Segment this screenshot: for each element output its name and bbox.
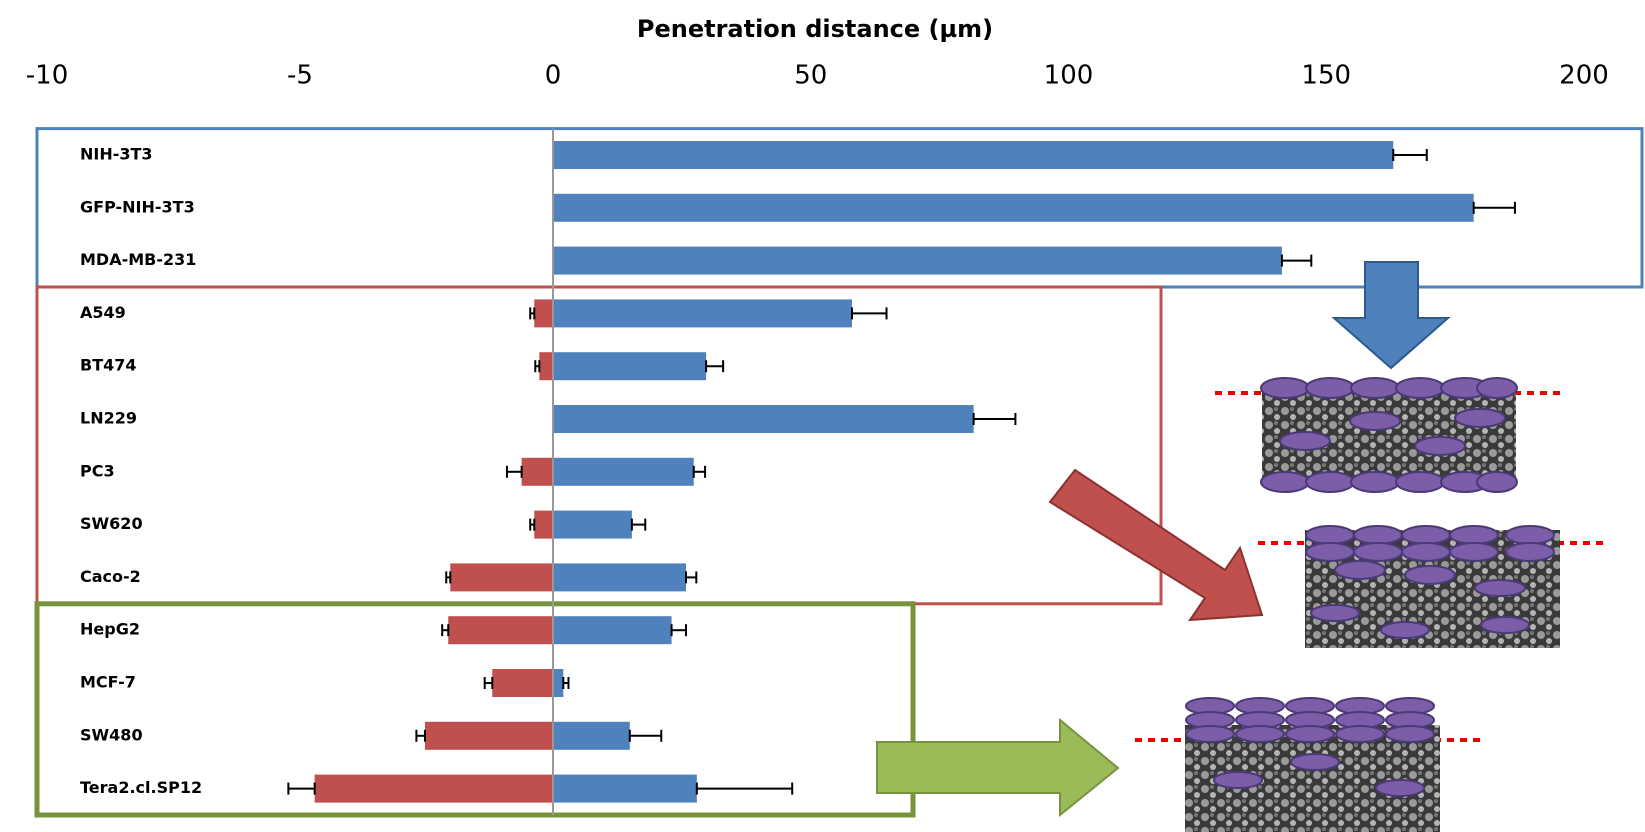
bar <box>553 563 686 592</box>
category-label: SW620 <box>80 514 143 533</box>
error-bar <box>695 782 794 795</box>
illustration <box>876 261 1605 832</box>
error-bar <box>670 624 687 637</box>
error-bar <box>562 677 570 689</box>
group-box <box>35 285 1163 606</box>
error-bar <box>1280 254 1313 267</box>
error-bar <box>445 571 452 584</box>
bar <box>424 721 553 750</box>
error-bar <box>628 729 663 742</box>
x-tick-label: 0 <box>545 61 562 91</box>
x-tick-label: 200 <box>1559 61 1609 91</box>
error-bar <box>972 413 1017 425</box>
bar <box>492 669 553 697</box>
bar <box>553 721 630 750</box>
bar <box>553 405 974 433</box>
group-box <box>34 601 916 818</box>
bar <box>553 352 707 381</box>
bar <box>553 774 697 803</box>
arrow <box>1331 261 1451 370</box>
error-bar <box>1472 201 1516 214</box>
bar <box>448 616 553 645</box>
error-bar <box>505 465 523 478</box>
arrow <box>1048 468 1264 622</box>
cell-block <box>1215 377 1560 493</box>
bar <box>553 246 1282 275</box>
error-bar <box>441 624 450 637</box>
category-label: SW480 <box>80 725 143 744</box>
bar <box>521 457 553 486</box>
arrow <box>876 717 1120 818</box>
error-bar <box>529 518 536 531</box>
bar <box>534 299 553 328</box>
category-label: A549 <box>80 303 126 322</box>
category-label: NIH-3T3 <box>80 145 153 164</box>
error-bar <box>692 465 707 478</box>
error-bar <box>630 518 647 531</box>
error-bar <box>483 677 494 689</box>
error-bar <box>415 729 426 742</box>
category-label: LN229 <box>80 409 137 428</box>
cell-block <box>1258 525 1605 648</box>
category-label: HepG2 <box>80 620 140 639</box>
category-label: BT474 <box>80 356 137 375</box>
category-label: Tera2.cl.SP12 <box>80 778 202 797</box>
error-bar <box>534 360 541 373</box>
category-label: MDA-MB-231 <box>80 250 196 269</box>
bar <box>553 616 672 645</box>
x-tick-label: 100 <box>1044 61 1094 91</box>
bar <box>539 352 553 381</box>
x-tick-label: -10 <box>26 61 68 91</box>
bar <box>534 510 553 539</box>
x-tick-label: 150 <box>1301 61 1351 91</box>
bar <box>450 563 553 592</box>
error-bar <box>1392 149 1428 161</box>
x-tick-label: 50 <box>794 61 827 91</box>
bar <box>553 141 1394 169</box>
bar <box>553 457 694 486</box>
bar <box>553 510 632 539</box>
category-label: PC3 <box>80 461 115 480</box>
error-bar <box>705 360 725 373</box>
error-bar <box>287 782 316 795</box>
bar <box>553 669 564 697</box>
bar <box>553 299 852 328</box>
x-tick-label: -5 <box>287 61 313 91</box>
cell-block <box>1135 697 1480 832</box>
error-bar <box>529 307 536 320</box>
axis-title: Penetration distance (µm) <box>637 15 993 43</box>
category-label: Caco-2 <box>80 567 141 586</box>
error-bar <box>850 307 888 320</box>
category-label: GFP-NIH-3T3 <box>80 197 195 216</box>
bar <box>553 193 1474 222</box>
error-bar <box>684 571 698 584</box>
bar <box>314 774 553 803</box>
category-label: MCF-7 <box>80 673 136 692</box>
